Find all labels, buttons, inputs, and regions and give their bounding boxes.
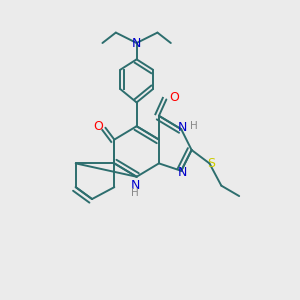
Text: H: H (131, 188, 139, 198)
Text: S: S (207, 157, 215, 170)
Text: O: O (169, 92, 179, 104)
Text: H: H (190, 121, 198, 131)
Text: N: N (178, 121, 188, 134)
Text: O: O (93, 120, 103, 133)
Text: N: N (130, 179, 140, 192)
Text: N: N (132, 37, 141, 50)
Text: N: N (178, 166, 188, 179)
